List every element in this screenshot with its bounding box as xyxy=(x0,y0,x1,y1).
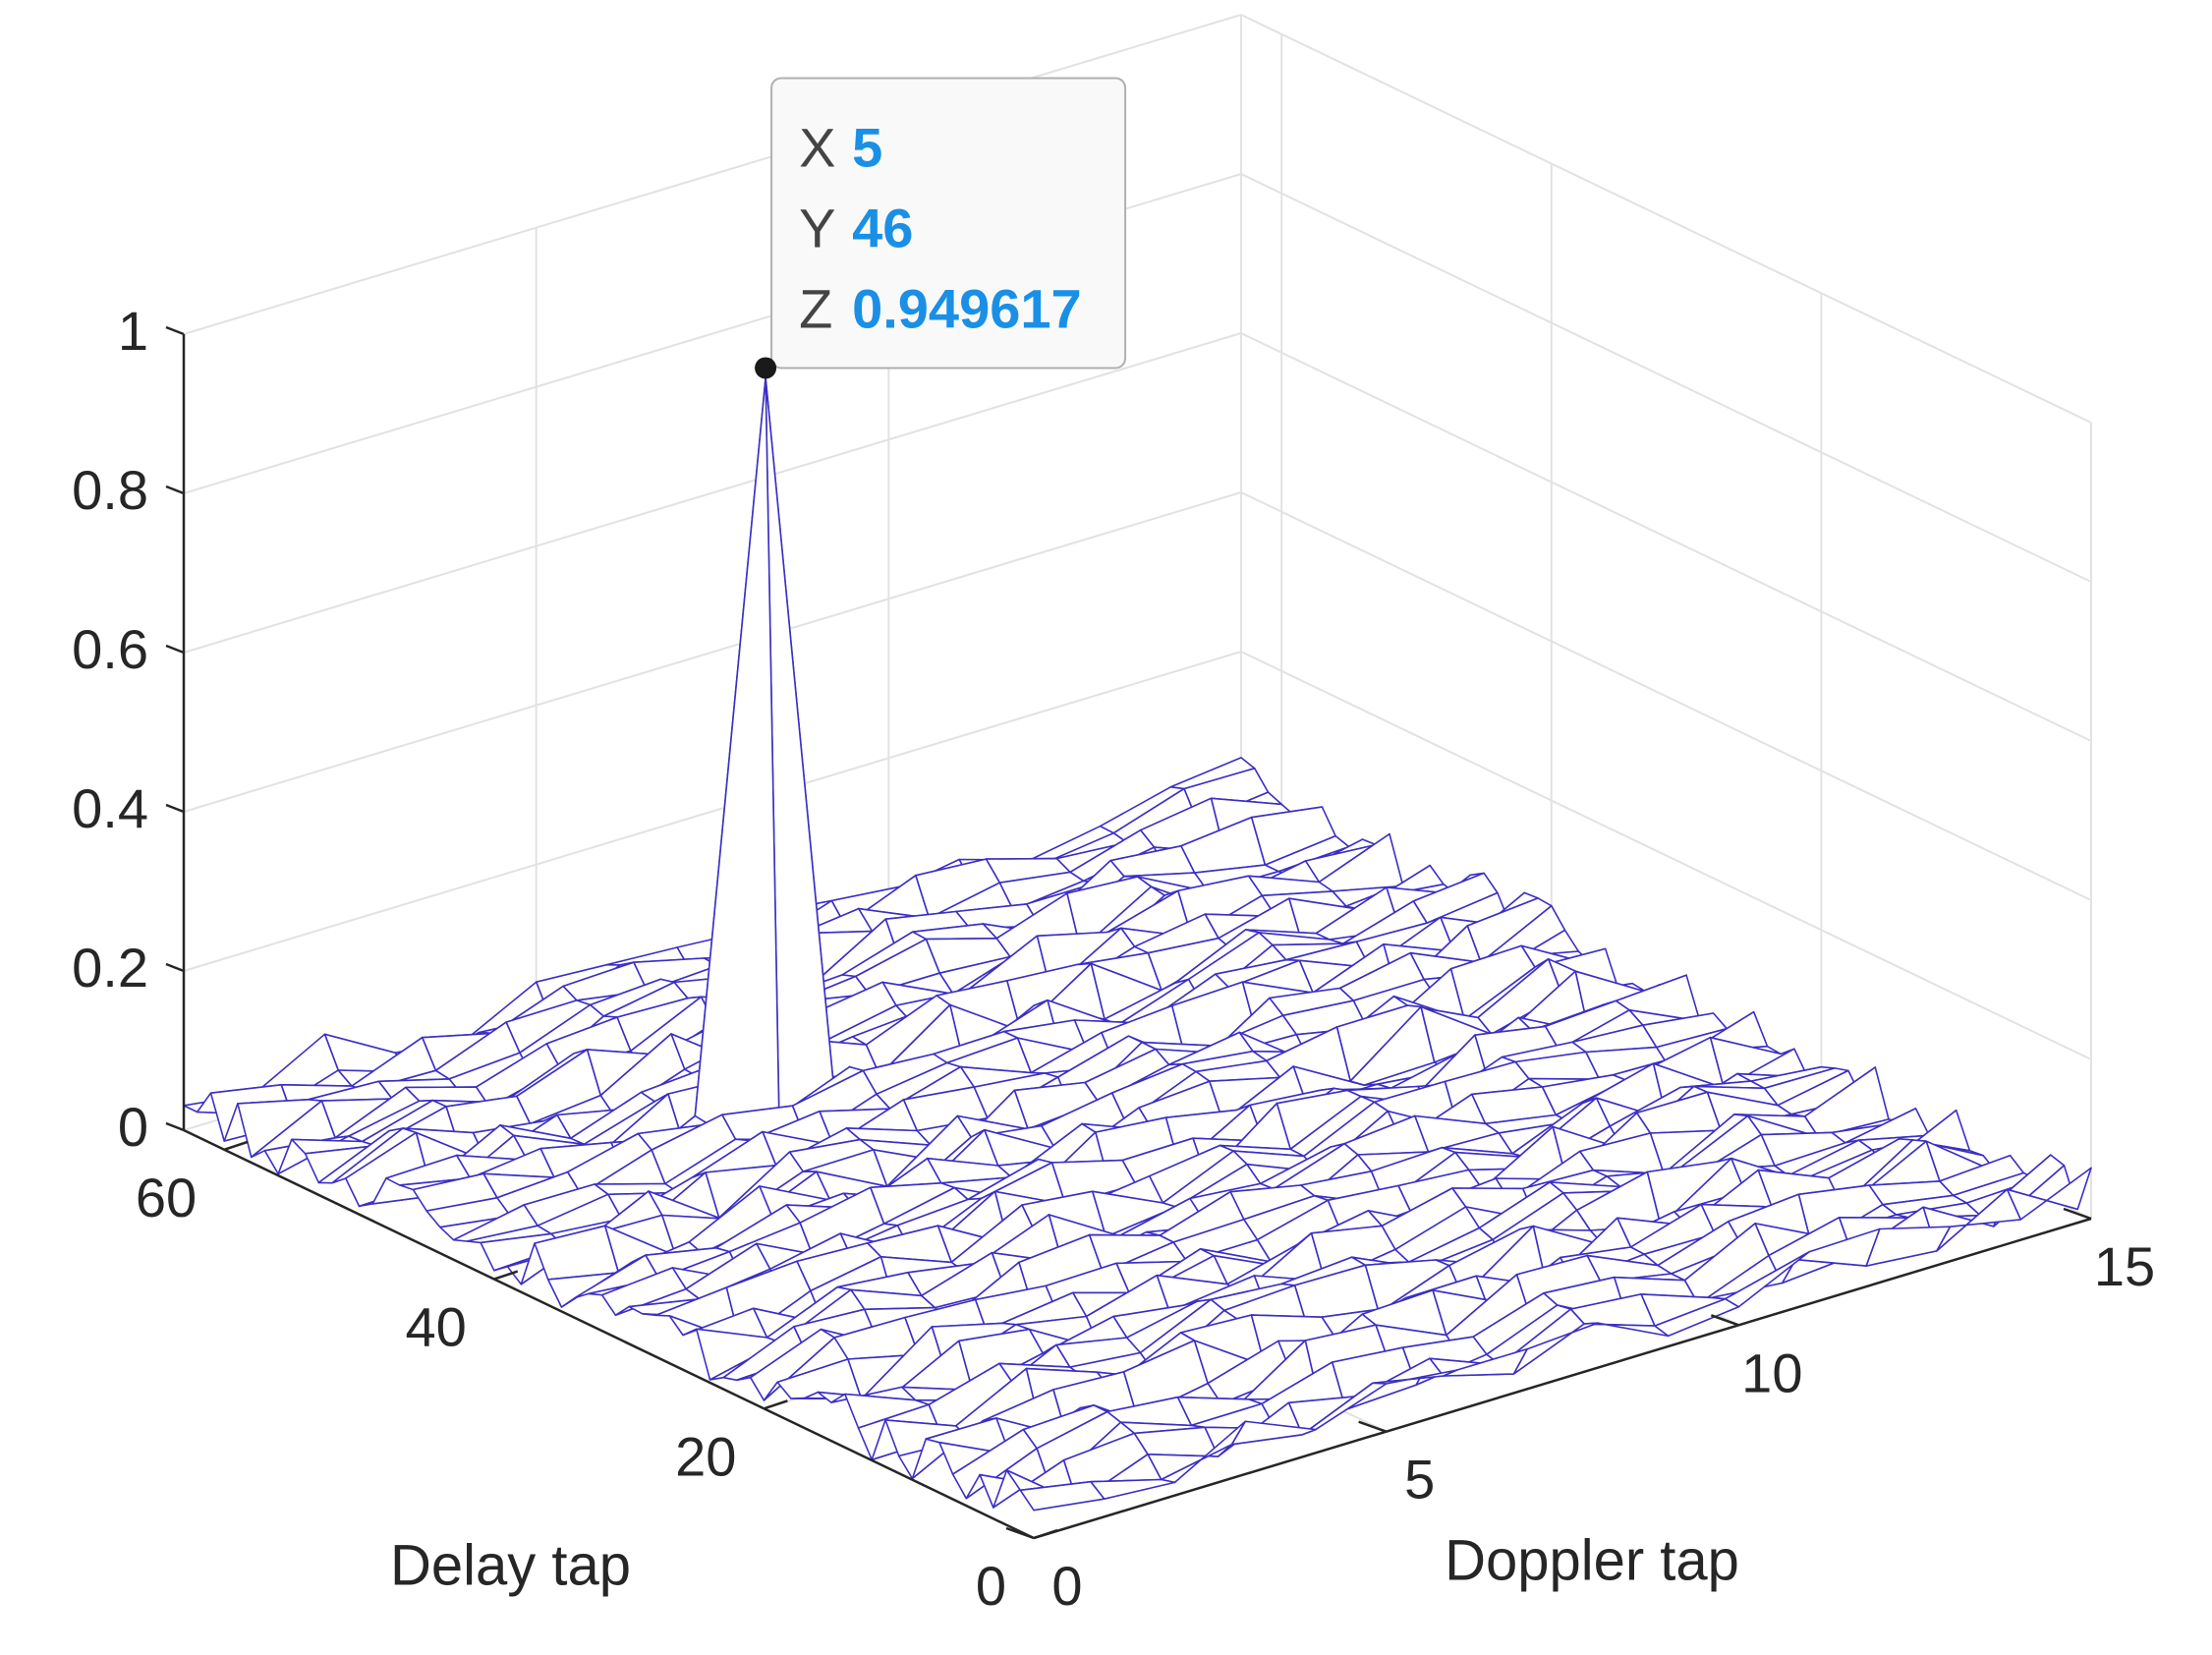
grid-line xyxy=(1240,332,2092,742)
z-tick xyxy=(165,485,185,495)
z-tick xyxy=(165,325,185,336)
z-tick xyxy=(165,1121,185,1132)
grid-line xyxy=(1240,14,2092,424)
datatip-x-value: 5 xyxy=(852,116,882,178)
datatip-y-key: Y xyxy=(799,197,835,258)
mesh-cell xyxy=(694,376,780,1125)
y-axis-line xyxy=(183,1128,1035,1540)
y-tick xyxy=(493,1270,519,1281)
y-tick-label: 60 xyxy=(136,1167,197,1228)
datatip-marker[interactable] xyxy=(755,357,777,379)
x-tick-label: 15 xyxy=(2094,1235,2155,1297)
x-tick-label: 0 xyxy=(1051,1555,1082,1617)
x-tick-label: 10 xyxy=(1741,1341,1802,1403)
y-tick-label: 0 xyxy=(976,1555,1006,1617)
y-tick xyxy=(223,1140,249,1151)
x-tick xyxy=(1710,1314,1739,1327)
z-tick-label: 0 xyxy=(118,1096,148,1158)
y-tick-label: 40 xyxy=(405,1296,466,1358)
grid-line xyxy=(1240,491,2092,901)
z-tick xyxy=(165,803,185,814)
grid-line xyxy=(1240,173,2092,583)
grid-line xyxy=(183,332,1242,654)
grid-line xyxy=(183,491,1242,813)
x-tick xyxy=(1005,1526,1035,1540)
grid-line xyxy=(183,14,1242,335)
z-tick-label: 0.2 xyxy=(72,937,148,999)
surface-mesh xyxy=(183,376,2092,1512)
datatip-box xyxy=(770,77,1127,370)
y-tick xyxy=(1033,1528,1058,1540)
x-axis-line xyxy=(1033,1217,2092,1540)
grid-line xyxy=(183,651,1242,972)
z-tick xyxy=(165,644,185,655)
datatip-z-key: Z xyxy=(799,277,832,339)
x-tick xyxy=(2063,1207,2092,1221)
y-tick xyxy=(764,1399,788,1410)
datatip-x-key: X xyxy=(799,116,835,178)
z-tick-label: 0.6 xyxy=(72,618,148,680)
y-axis-label: Delay tap xyxy=(390,1534,631,1598)
x-tick xyxy=(1358,1420,1388,1433)
mesh-cell xyxy=(1019,1480,1106,1512)
y-tick-label: 20 xyxy=(675,1425,736,1487)
x-tick-label: 5 xyxy=(1404,1449,1435,1511)
grid-line xyxy=(1240,651,2092,1060)
x-axis-label: Doppler tap xyxy=(1445,1529,1739,1593)
z-tick-label: 0.4 xyxy=(72,777,148,839)
mesh-cell xyxy=(1090,1478,1176,1500)
z-tick xyxy=(165,962,185,973)
datatip-y-value: 46 xyxy=(852,197,913,258)
datatip-z-value: 0.949617 xyxy=(852,277,1082,339)
z-tick-label: 1 xyxy=(118,300,148,362)
z-tick-label: 0.8 xyxy=(72,459,148,521)
datatip[interactable]: X 5 Y 46 Z 0.949617 xyxy=(755,77,1127,379)
